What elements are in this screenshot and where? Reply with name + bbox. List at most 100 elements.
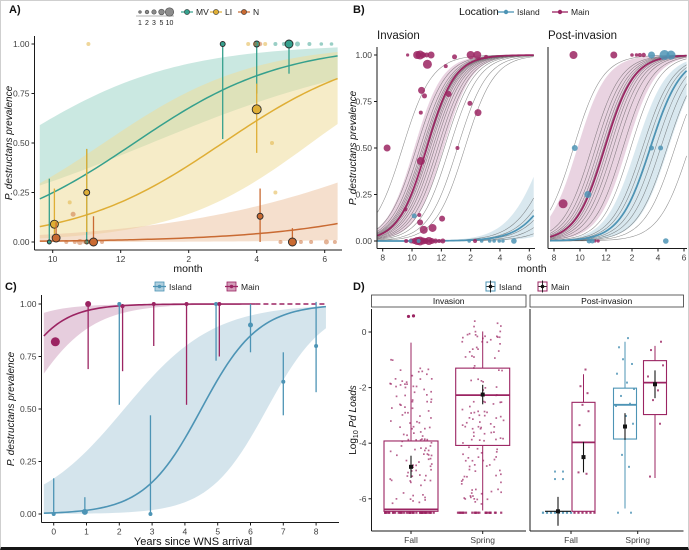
svg-text:0: 0: [51, 527, 56, 537]
size-key-dot: [144, 9, 150, 15]
svg-text:0.75: 0.75: [20, 352, 37, 362]
svg-text:2: 2: [468, 253, 473, 263]
category-label: Spring: [470, 535, 495, 545]
svg-text:1: 1: [138, 20, 142, 27]
legend-label-island: Island: [499, 282, 522, 292]
facet-invasion: 8 10 12 2 4 6 0.00 0.25 0.50 0.75 1.00 Invasion: [355, 30, 535, 263]
svg-text:0.00: 0.00: [20, 509, 37, 519]
svg-text:2: 2: [630, 253, 635, 263]
x-axis-title: Years since WNS arrival: [134, 536, 252, 548]
mean-marker: [623, 424, 627, 429]
svg-text:8: 8: [314, 527, 319, 537]
axes: 0 1 2 3 4 5 6 7 8 0.00 0.25 0.50 0.75 1.00 Years since…: [6, 295, 339, 548]
legend-title: Location: [459, 6, 499, 18]
mean-marker: [653, 382, 657, 387]
legend: Island Main: [485, 280, 570, 293]
svg-text:12: 12: [601, 253, 611, 263]
facet-strips: Invasion Post-invasion: [371, 294, 684, 308]
svg-text:0.50: 0.50: [13, 138, 30, 148]
svg-text:4: 4: [656, 253, 661, 263]
ribbons: [43, 304, 326, 514]
svg-text:0.00: 0.00: [355, 236, 372, 246]
svg-text:6: 6: [248, 527, 253, 537]
svg-text:0.75: 0.75: [13, 89, 30, 99]
y-axis-title: P. destructans prevalence: [4, 85, 15, 200]
svg-text:1: 1: [84, 527, 89, 537]
axes: 10 12 2 4 6 0.00 0.25 0.50 0.75 1.00 month P. destr…: [4, 36, 342, 275]
svg-text:-6: -6: [359, 494, 367, 504]
facet-strip-title: Invasion: [433, 296, 465, 306]
legend-label-main: Main: [551, 282, 570, 292]
y-axis-title: Log10 Pd Loads: [348, 385, 360, 455]
data-points: [50, 301, 319, 516]
svg-text:2: 2: [145, 20, 149, 27]
legend: Location Island Main: [459, 6, 590, 18]
panel-a-label: A): [9, 4, 21, 16]
legend-label-MV: MV: [196, 7, 209, 17]
ribbon-N: [39, 182, 338, 242]
svg-text:1.00: 1.00: [13, 39, 30, 49]
y-axis-title: P. destructans prevalence: [6, 351, 17, 466]
svg-text:8: 8: [380, 253, 385, 263]
category-label: Fall: [564, 535, 578, 545]
legend-label-main: Main: [571, 7, 590, 17]
svg-text:6: 6: [527, 253, 532, 263]
svg-text:0.25: 0.25: [20, 457, 37, 467]
svg-text:4: 4: [254, 254, 259, 264]
svg-text:12: 12: [116, 254, 126, 264]
box-group: [541, 470, 573, 526]
svg-text:-4: -4: [359, 438, 367, 448]
svg-text:5: 5: [160, 20, 164, 27]
x-axis-title: month: [173, 263, 202, 275]
svg-text:10: 10: [575, 253, 585, 263]
svg-text:0.25: 0.25: [355, 190, 372, 200]
mean-marker: [480, 392, 485, 397]
svg-text:4: 4: [498, 253, 503, 263]
svg-text:7: 7: [281, 527, 286, 537]
svg-text:10: 10: [407, 253, 417, 263]
svg-text:10: 10: [48, 254, 58, 264]
category-label: Fall: [404, 535, 418, 545]
box-group: [642, 340, 668, 478]
panel-b-prevalence-by-location: 8 10 12 2 4 6 0.00 0.25 0.50 0.75 1.00 Invasion 8 10 1…: [348, 6, 688, 275]
svg-text:1.00: 1.00: [355, 50, 372, 60]
svg-text:0.00: 0.00: [13, 237, 30, 247]
legend-label-island: Island: [517, 7, 540, 17]
svg-text:5: 5: [215, 527, 220, 537]
curve-MV: [39, 55, 338, 200]
svg-text:6: 6: [322, 254, 327, 264]
size-key-dot: [164, 7, 175, 17]
svg-text:0: 0: [362, 327, 367, 337]
svg-text:0.50: 0.50: [355, 143, 372, 153]
svg-text:8: 8: [552, 253, 557, 263]
facet-title: Invasion: [377, 30, 420, 42]
boxplots: [383, 314, 668, 526]
panel-d-label: D): [353, 281, 365, 293]
legend: 1 2 3 5 10 MV LI N: [136, 7, 259, 27]
data-points: [46, 39, 337, 247]
panel-d-pd-loads-boxplots: Invasion Post-invasion Fall Spring Fall Sprin…: [348, 280, 684, 545]
legend-label-N: N: [253, 7, 259, 17]
panel-b-label: B): [353, 4, 365, 16]
mean-marker: [556, 509, 560, 514]
panel-c-prevalence-by-years: 0 1 2 3 4 5 6 7 8 0.00 0.25 0.50 0.75 1.00 Years since…: [6, 281, 339, 548]
svg-text:-2: -2: [359, 383, 367, 393]
category-label: Spring: [625, 535, 650, 545]
legend-label-island: Island: [169, 282, 192, 292]
svg-text:1.00: 1.00: [20, 299, 37, 309]
legend-label-LI: LI: [225, 7, 232, 17]
curve-LI: [39, 77, 338, 228]
svg-text:3: 3: [152, 20, 156, 27]
svg-text:0.75: 0.75: [355, 97, 372, 107]
svg-text:0.50: 0.50: [20, 404, 37, 414]
box-group: [612, 337, 638, 514]
axes: Fall Spring Fall Spring 0 -2 -4 -6 Log10 Pd Load…: [348, 309, 684, 545]
size-key-dot: [151, 9, 157, 15]
facet-strip-title: Post-invasion: [581, 296, 632, 306]
box-group: [571, 368, 596, 514]
svg-text:6: 6: [682, 253, 687, 263]
size-key-dot: [158, 8, 165, 16]
legend: Island Main: [153, 281, 260, 292]
